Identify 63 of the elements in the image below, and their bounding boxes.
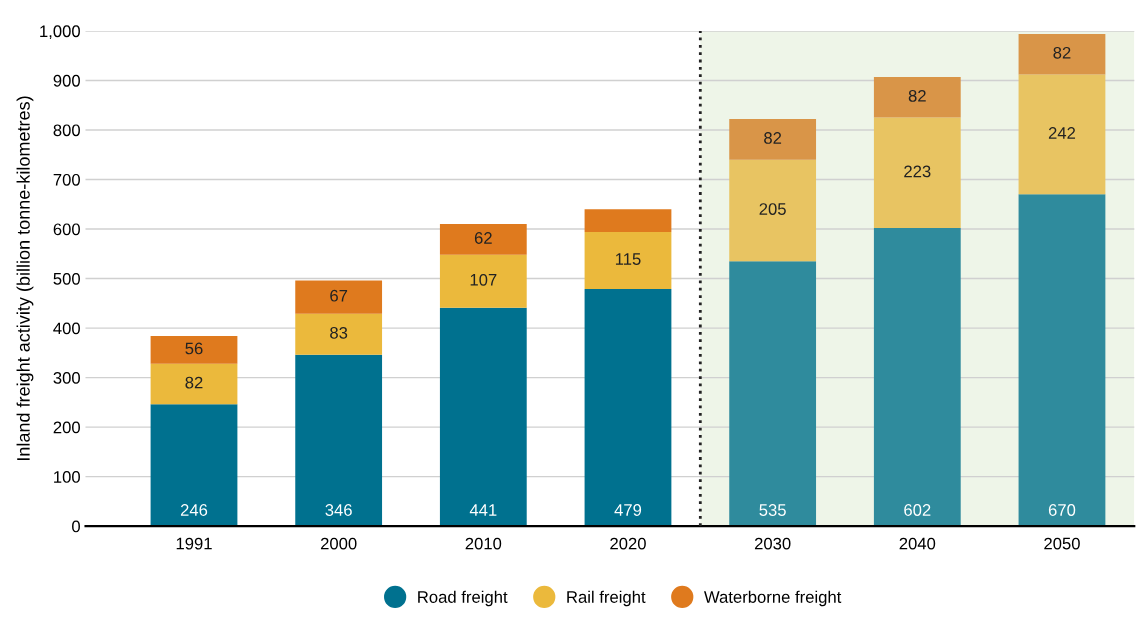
data-label: 479 [614,504,642,516]
x-tick-label: 2020 [610,537,646,550]
data-label: 602 [904,504,931,516]
y-tick-label: 500 [53,272,80,285]
bar [150,404,238,527]
y-tick-label: 900 [53,74,80,87]
bar [584,209,672,232]
bar [439,307,527,527]
bar [729,261,817,527]
bar [729,159,817,262]
bar [150,363,238,405]
y-tick-label: 300 [53,371,80,384]
data-label: 441 [469,504,497,516]
y-axis-title: Inland freight activity (billion tonne-kilometres) [16,96,34,461]
y-tick-label: 100 [54,471,80,483]
data-label: 242 [1048,127,1076,139]
bar [873,228,961,527]
bar [873,117,961,229]
data-label: 535 [759,504,786,516]
x-tick-label: 2000 [320,537,357,550]
bar [295,280,383,314]
legend-label: Road freight [418,590,508,607]
bar [1018,33,1106,75]
bar [584,232,672,289]
data-label: 223 [904,165,931,178]
x-tick-label: 1991 [176,537,212,550]
bar [295,354,383,527]
y-tick-label: 700 [53,173,80,186]
bar [584,288,672,527]
x-tick-label: 2050 [1044,537,1080,550]
data-label: 67 [330,289,348,302]
x-tick-label: 2010 [465,537,502,550]
y-tick-label: 0 [72,520,80,533]
bar [439,224,527,255]
legend-label: Waterborne freight [704,590,842,607]
data-label: 62 [474,232,492,244]
y-tick-label: 1,000 [40,25,80,40]
bar [873,77,961,118]
bar [439,254,527,308]
bar [295,313,383,355]
data-label: 107 [470,273,497,286]
data-label: 246 [180,504,208,516]
y-tick-label: 200 [53,421,80,434]
data-label: 205 [759,203,786,215]
y-tick-label: 400 [53,322,80,335]
data-label: 82 [764,132,782,144]
y-tick-label: 800 [53,124,80,137]
data-label: 115 [615,253,641,265]
bar [150,335,238,364]
y-tick-label: 600 [53,223,80,236]
bar [729,119,817,160]
data-label: 670 [1048,504,1076,516]
data-label: 82 [908,89,926,102]
bar [1018,194,1106,527]
x-tick-label: 2040 [899,537,936,550]
data-label: 82 [1053,46,1071,59]
data-label: 346 [325,504,352,516]
data-label: 83 [330,326,348,339]
data-label: 82 [185,376,203,389]
x-tick-label: 2030 [754,537,791,550]
bar [1018,74,1106,195]
legend-label: Rail freight [567,590,646,607]
data-label: 56 [185,342,203,355]
